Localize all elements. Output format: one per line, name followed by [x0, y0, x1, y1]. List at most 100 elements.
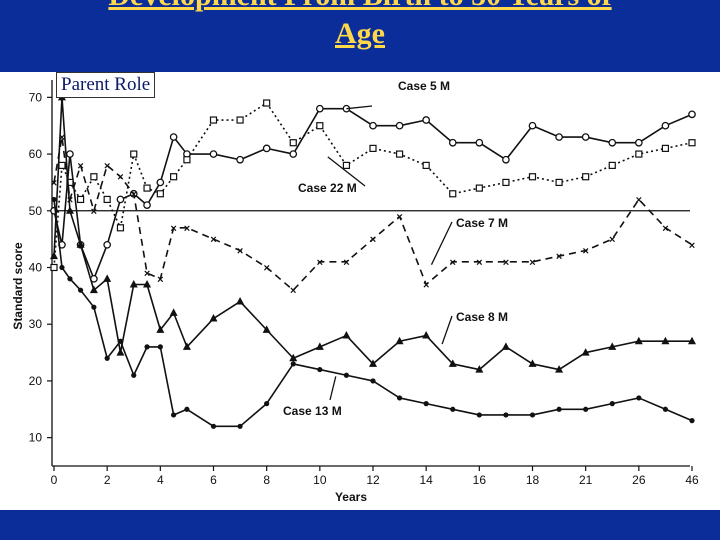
footer-band: [0, 510, 720, 540]
data-point: ×: [556, 251, 562, 263]
data-point: [370, 378, 376, 384]
data-point: [422, 116, 431, 124]
data-point: [157, 344, 163, 350]
data-point: ×: [51, 177, 57, 189]
data-point: [475, 184, 483, 192]
data-point: [316, 122, 324, 130]
series-line: [53, 136, 693, 291]
data-point: [634, 138, 643, 147]
data-point: [116, 348, 125, 356]
data-point: [236, 297, 245, 305]
x-tick-label: 16: [473, 473, 487, 487]
data-point: [289, 353, 298, 362]
data-point: [50, 251, 58, 260]
x-tick-label: 6: [210, 473, 217, 487]
data-point: [210, 423, 217, 429]
data-point: [634, 336, 643, 345]
data-point: ×: [689, 240, 695, 252]
series-annotation: Case 22 M: [298, 181, 357, 195]
data-point: [555, 365, 564, 373]
annotation-leader: [329, 376, 337, 401]
data-point: ×: [157, 274, 163, 286]
data-point: [395, 336, 404, 345]
data-point: [476, 412, 482, 418]
data-point: [184, 406, 190, 412]
data-point: [156, 190, 164, 198]
data-point: [76, 240, 85, 248]
data-point: [209, 116, 218, 124]
data-point: [448, 359, 457, 367]
series-annotation: Case 8 M: [456, 310, 508, 324]
data-point: [609, 401, 615, 407]
data-point: [289, 150, 298, 158]
data-point: ×: [263, 262, 269, 274]
data-point: ×: [317, 257, 323, 269]
data-point: ×: [131, 189, 137, 201]
data-point: [555, 178, 563, 187]
data-point: [475, 365, 484, 373]
data-point: ×: [503, 257, 509, 269]
series-line: [53, 107, 693, 280]
data-point: [209, 314, 218, 322]
data-point: [315, 342, 324, 350]
y-tick-label: 20: [29, 374, 43, 388]
x-tick-label: 12: [366, 473, 380, 487]
data-point: [689, 418, 695, 424]
data-point: [688, 110, 696, 119]
data-point: [581, 133, 590, 141]
data-point: ×: [290, 285, 296, 297]
data-point: ×: [77, 160, 83, 172]
data-point: [369, 359, 377, 367]
data-point: [501, 342, 510, 350]
data-point: [170, 173, 178, 181]
series-annotation: Case 13 M: [283, 404, 342, 418]
y-tick-label: 40: [29, 260, 43, 274]
data-point: ×: [104, 160, 110, 172]
data-point: ×: [423, 280, 429, 292]
y-tick-label: 60: [29, 147, 43, 161]
data-point: [556, 406, 562, 412]
data-point: [65, 206, 74, 214]
y-tick-label: 70: [29, 90, 43, 104]
y-tick-label: 50: [29, 204, 43, 218]
data-point: [688, 336, 696, 345]
data-point: [395, 150, 404, 158]
annotation-leader: [327, 156, 366, 187]
data-point: [143, 184, 151, 192]
annotation-leader: [441, 315, 453, 345]
data-point: [129, 280, 138, 288]
data-point: [264, 401, 270, 407]
y-tick-label: 10: [29, 431, 43, 445]
data-point: [396, 395, 403, 401]
data-point: [76, 195, 85, 204]
data-point: [528, 359, 537, 367]
data-point: ×: [636, 194, 642, 206]
data-point: [290, 361, 296, 367]
data-point: [342, 331, 351, 339]
series-case-5-m: [50, 104, 696, 283]
data-point: [77, 287, 84, 293]
data-point: [582, 173, 590, 181]
data-point: ×: [609, 234, 615, 246]
data-point: [262, 325, 271, 333]
x-tick-label: 4: [157, 473, 164, 487]
data-point: [263, 99, 271, 107]
x-tick-label: 2: [104, 473, 111, 487]
data-point: [171, 412, 177, 418]
data-point: ×: [343, 257, 349, 269]
data-point: [289, 139, 297, 147]
data-point: [59, 264, 65, 271]
data-point: [156, 178, 165, 187]
data-point: [475, 138, 484, 147]
slide-title-line-2: Age: [335, 17, 385, 50]
data-point: [608, 138, 617, 147]
data-point: ×: [396, 211, 402, 223]
data-point: ×: [450, 257, 456, 269]
data-point: ×: [184, 223, 190, 235]
annotation-leader: [346, 105, 373, 110]
data-point: [117, 338, 124, 344]
data-point: [688, 139, 696, 147]
data-point: [116, 224, 125, 232]
data-point: [67, 276, 73, 282]
